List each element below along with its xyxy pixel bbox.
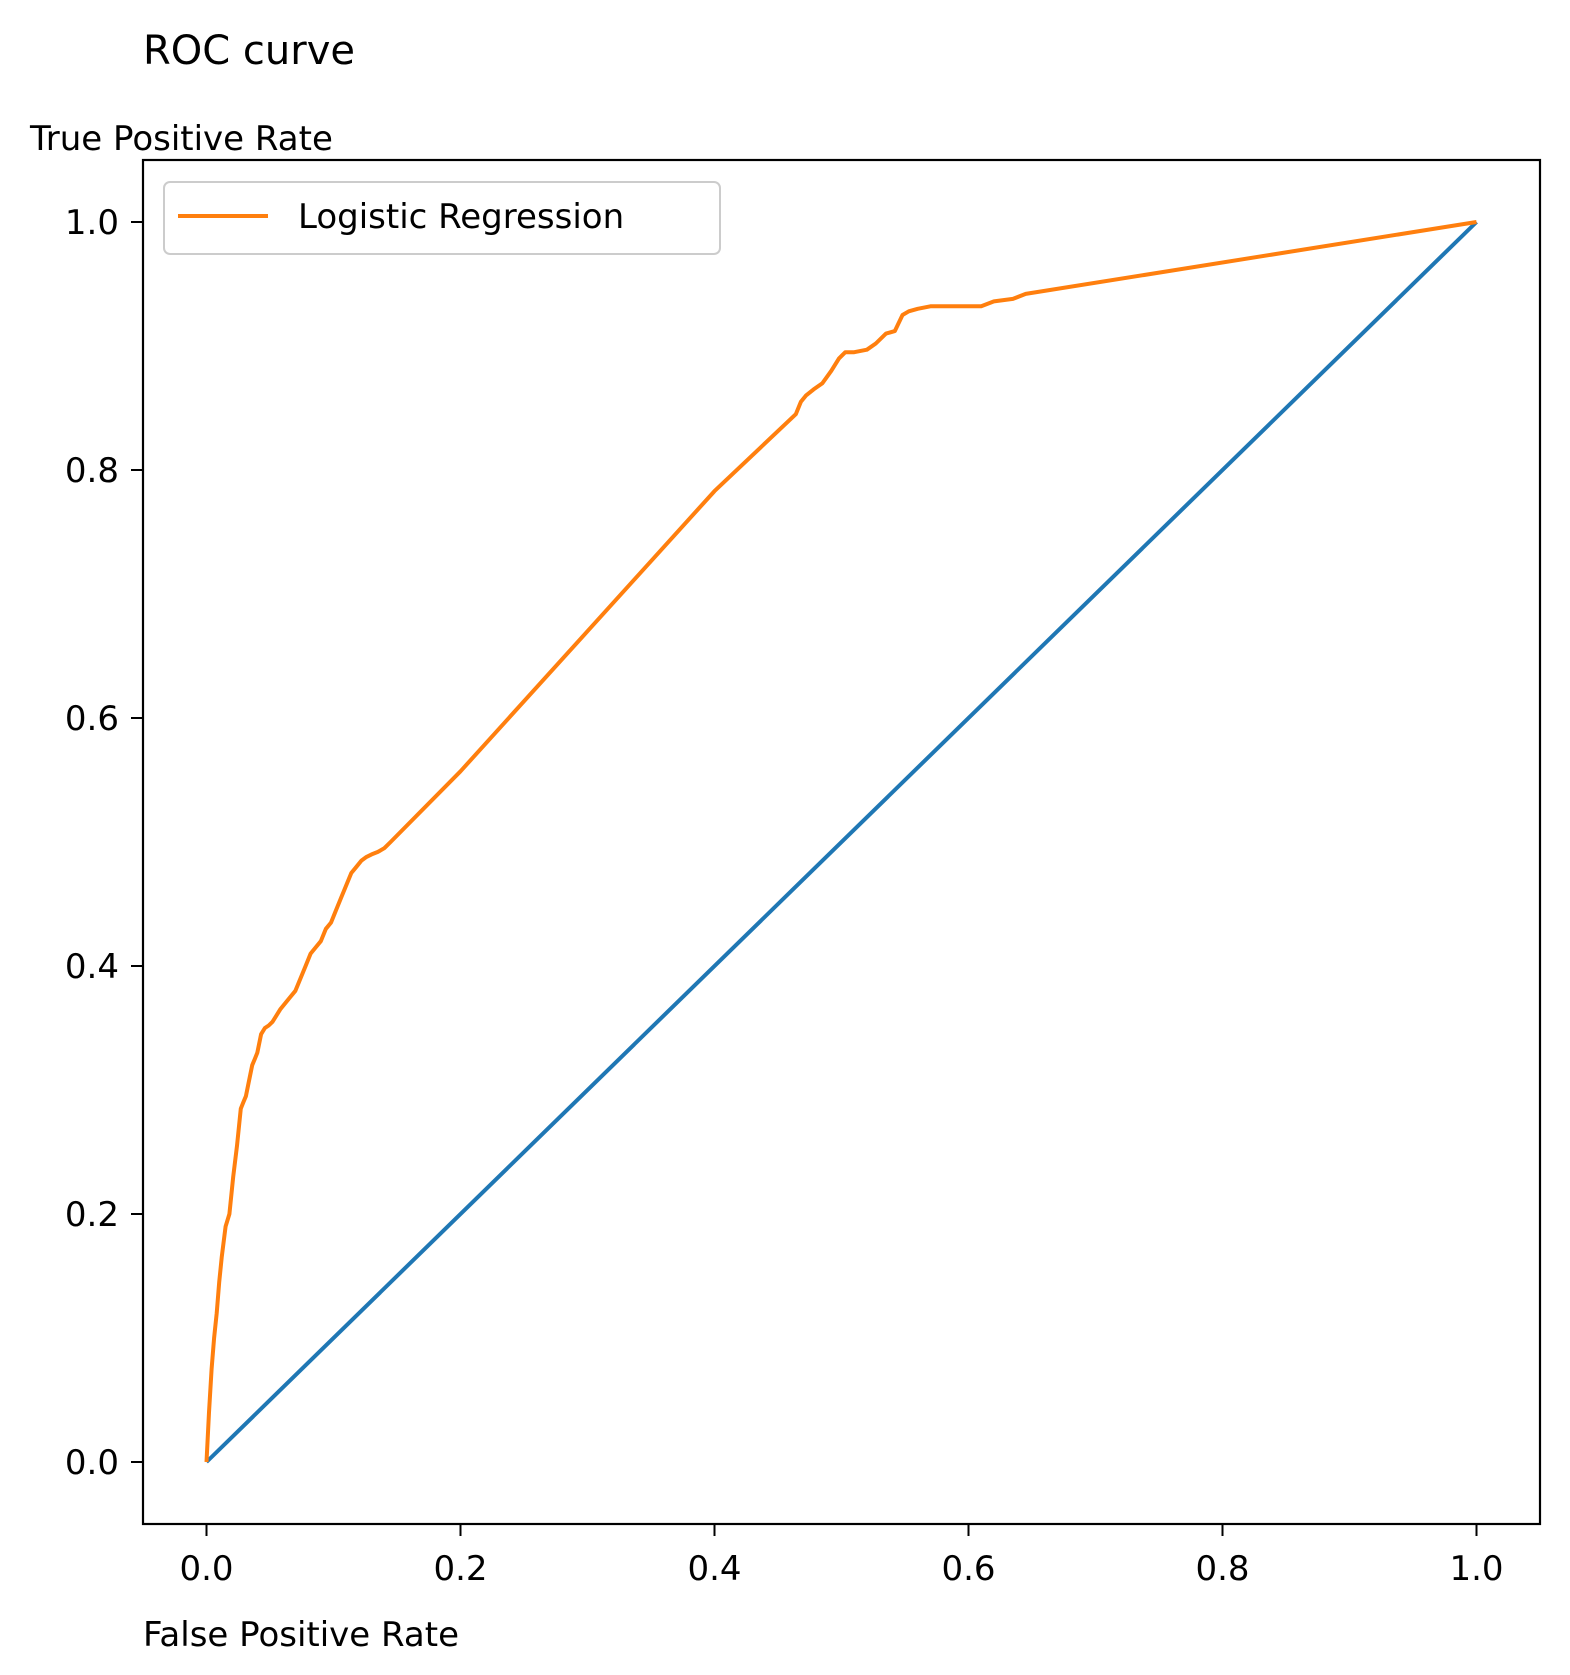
- ticks-layer: 0.0 0.2 0.4 0.6 0.8 1.0 0.0 0.2 0.4 0.6 0.8 1.0: [65, 203, 1504, 1589]
- x-tick-label: 1.0: [1449, 1549, 1503, 1589]
- plot-frame: [141, 158, 1542, 1526]
- x-tick-label: 0.2: [433, 1549, 487, 1589]
- legend: Logistic Regression: [163, 181, 721, 255]
- legend-box: [163, 181, 721, 255]
- y-tick-label: 0.0: [65, 1443, 119, 1483]
- chart-title: ROC curve: [143, 28, 355, 74]
- x-tick-label: 0.8: [1195, 1549, 1249, 1589]
- y-tick-label: 0.8: [65, 451, 119, 491]
- x-axis-label: False Positive Rate: [143, 1615, 459, 1655]
- y-tick-label: 0.6: [65, 699, 119, 739]
- y-tick-label: 0.2: [65, 1195, 119, 1235]
- series-line-diagonal: [205, 220, 1478, 1464]
- y-tick-label: 0.4: [65, 947, 119, 987]
- y-tick-label: 1.0: [65, 203, 119, 243]
- x-tick-label: 0.6: [941, 1549, 995, 1589]
- y-axis-label: True Positive Rate: [29, 119, 333, 159]
- series-line-logistic: [204, 220, 1477, 1463]
- x-tick-label: 0.0: [179, 1549, 233, 1589]
- legend-label-logistic-regression: Logistic Regression: [298, 197, 624, 237]
- x-tick-label: 0.4: [687, 1549, 741, 1589]
- lines-layer: [204, 220, 1478, 1464]
